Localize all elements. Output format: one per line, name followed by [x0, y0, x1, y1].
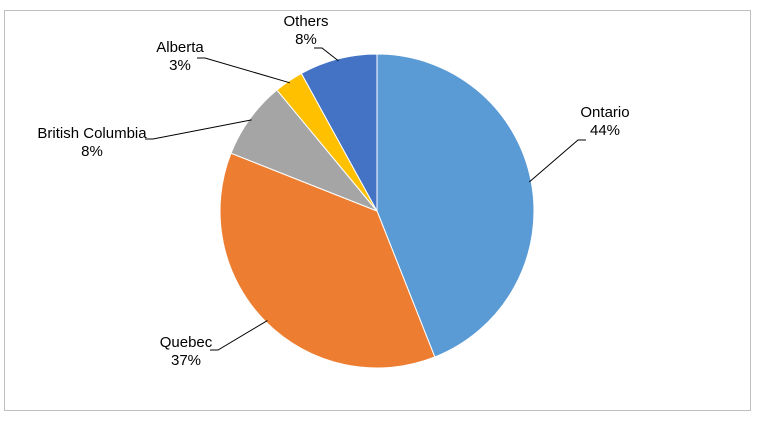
slice-label: Ontario — [580, 104, 629, 121]
leader-line — [145, 119, 252, 140]
slice-value-label: 3% — [169, 57, 191, 74]
leader-line — [528, 139, 586, 183]
leader-line — [314, 47, 339, 62]
pie-slice — [376, 53, 535, 358]
leader-line — [197, 57, 291, 84]
slice-value-label: 44% — [590, 122, 620, 139]
leader-line — [210, 320, 268, 351]
slice-label: British Columbia — [37, 125, 147, 142]
slice-value-label: 8% — [295, 31, 317, 48]
slice-label: Others — [283, 13, 328, 30]
slice-label: Quebec — [160, 334, 213, 351]
slice-value-label: 8% — [81, 143, 103, 160]
slice-value-label: 37% — [171, 352, 201, 369]
pie-slice — [300, 53, 378, 212]
slice-label: Alberta — [156, 39, 204, 56]
